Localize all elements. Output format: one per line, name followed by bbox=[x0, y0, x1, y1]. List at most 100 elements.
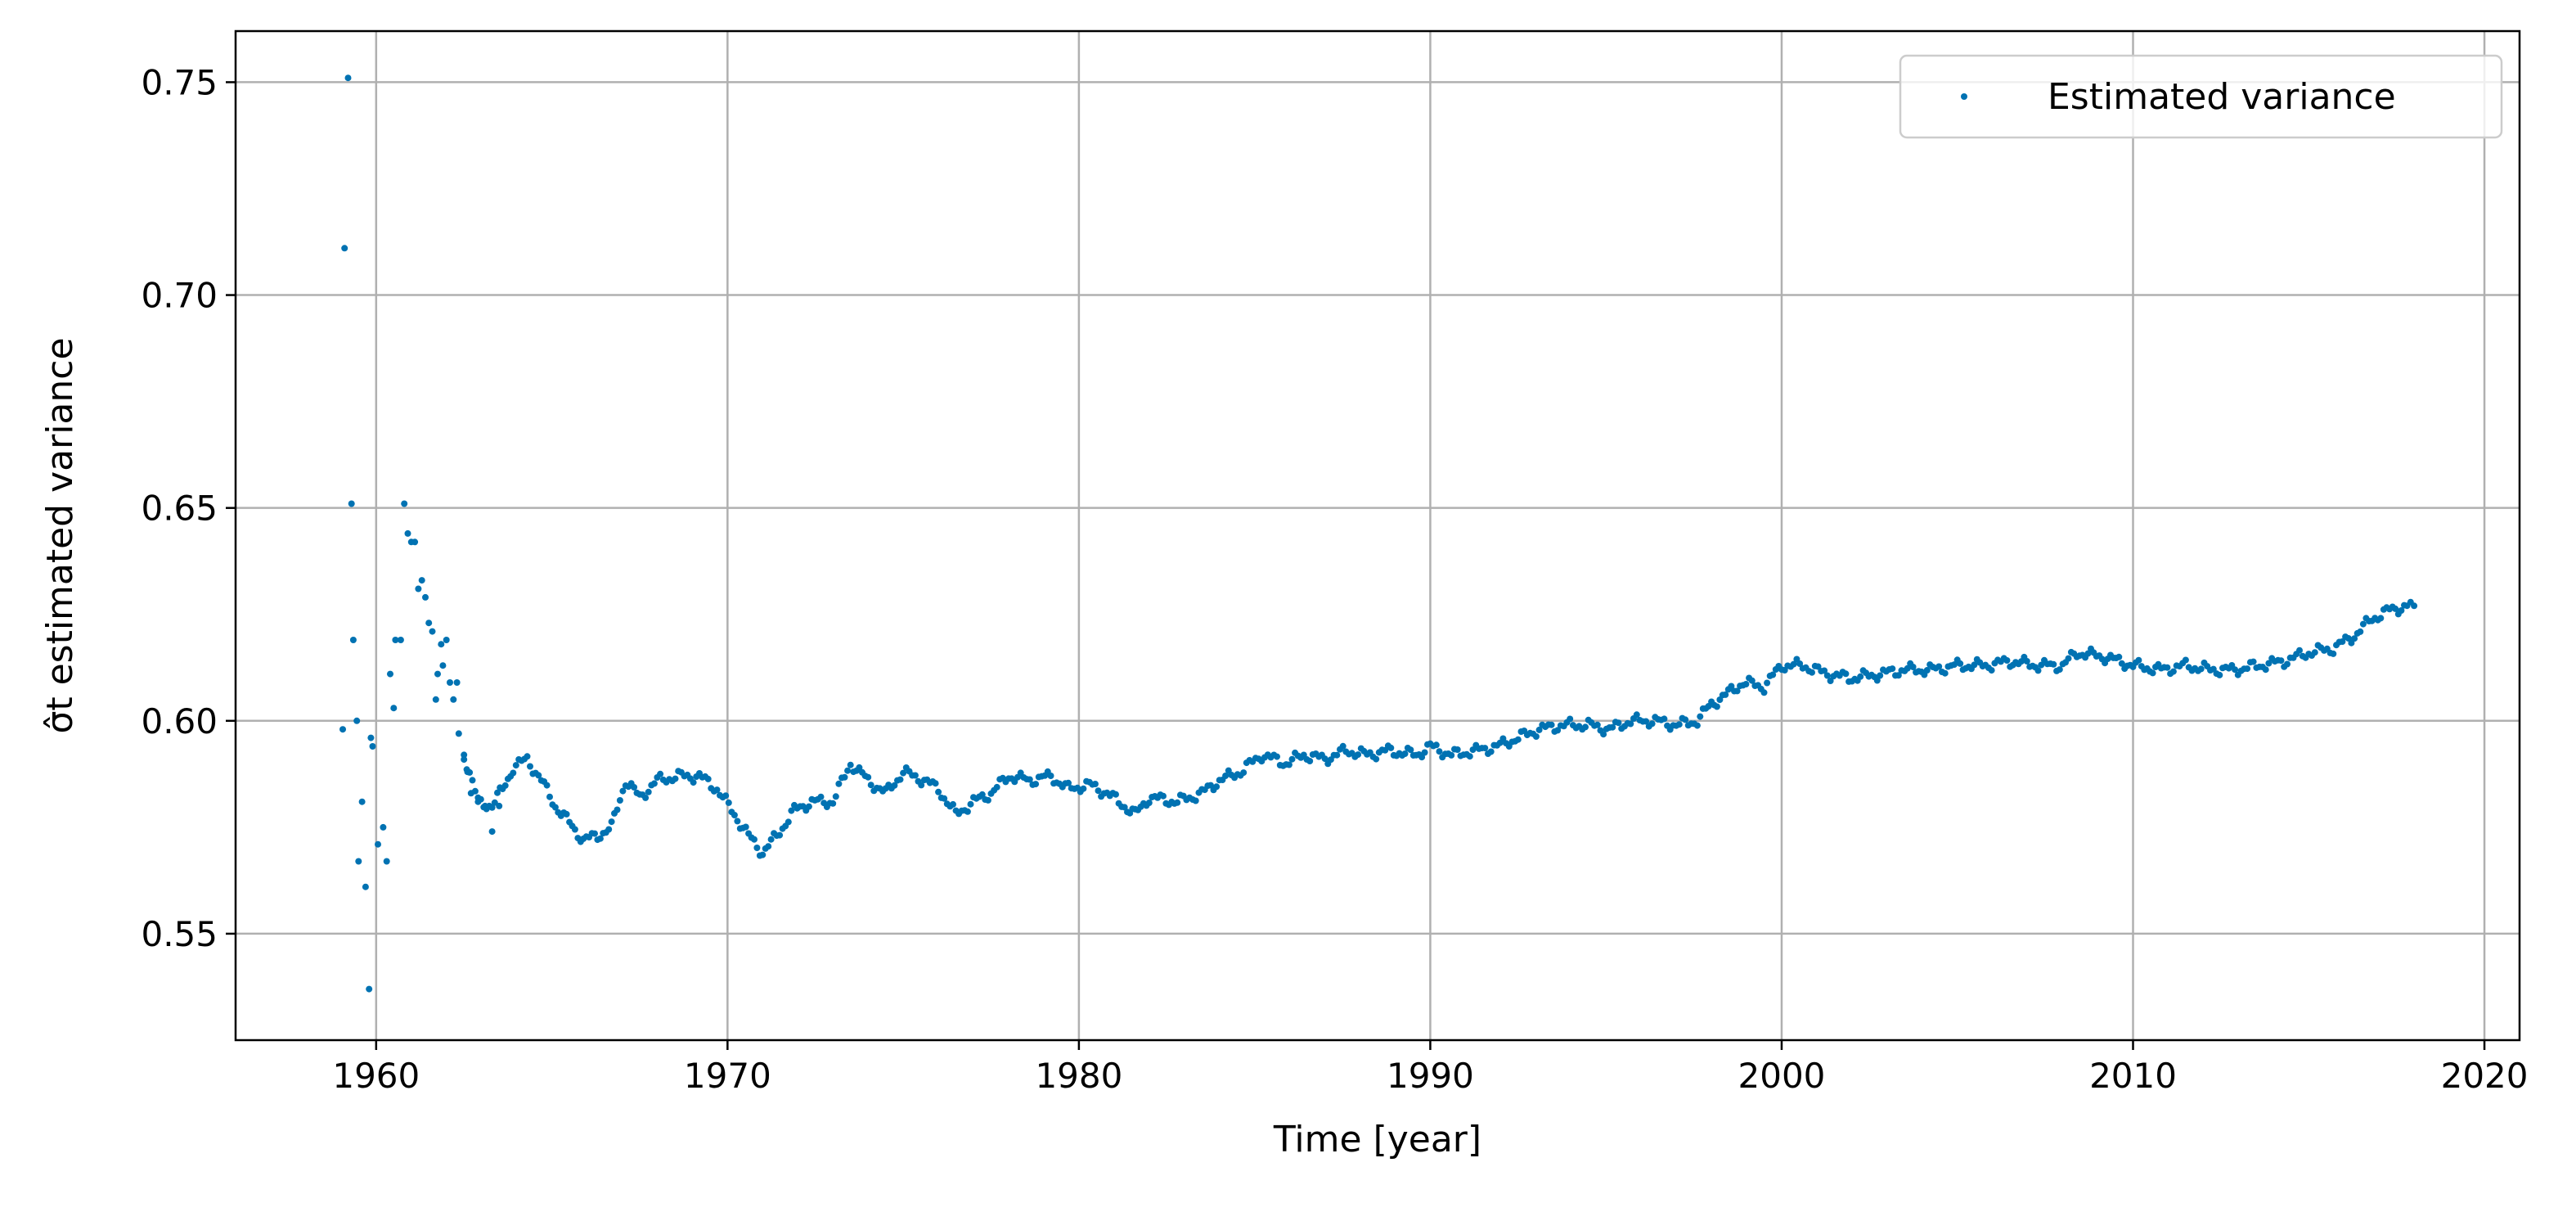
data-point bbox=[1889, 665, 1896, 673]
data-point bbox=[2023, 658, 2030, 665]
data-point bbox=[1796, 660, 1804, 667]
data-point bbox=[1535, 726, 1543, 733]
data-point bbox=[1145, 800, 1153, 806]
data-point bbox=[817, 793, 825, 800]
data-point bbox=[605, 826, 613, 833]
data-point bbox=[1339, 742, 1346, 750]
data-point bbox=[964, 808, 971, 815]
data-point bbox=[1554, 727, 1562, 734]
data-point bbox=[832, 793, 839, 800]
x-tick-label: 2020 bbox=[2441, 1056, 2529, 1096]
y-axis-ticks: 0.55 0.60 0.65 0.70 0.75 bbox=[141, 62, 236, 954]
data-point bbox=[713, 786, 721, 794]
data-point bbox=[731, 812, 738, 818]
data-point bbox=[443, 637, 450, 643]
data-point bbox=[1909, 664, 1917, 670]
data-point bbox=[1466, 753, 1473, 760]
data-point bbox=[932, 780, 939, 787]
data-point bbox=[563, 810, 570, 818]
data-point bbox=[900, 769, 907, 777]
data-point bbox=[546, 793, 553, 800]
data-point bbox=[935, 788, 942, 795]
data-point bbox=[1436, 748, 1443, 755]
data-point bbox=[596, 835, 604, 842]
data-point bbox=[784, 818, 792, 826]
data-point bbox=[1809, 669, 1815, 676]
data-point bbox=[2034, 667, 2042, 674]
data-point bbox=[358, 798, 366, 805]
data-point bbox=[496, 802, 503, 809]
data-point bbox=[1827, 678, 1834, 684]
data-point bbox=[2149, 669, 2156, 677]
data-point bbox=[461, 756, 468, 764]
data-point bbox=[369, 743, 376, 750]
data-point bbox=[759, 851, 767, 858]
data-point bbox=[767, 836, 775, 843]
data-point bbox=[450, 696, 457, 703]
data-point bbox=[1971, 661, 1978, 669]
data-point bbox=[1648, 720, 1656, 728]
data-point bbox=[2311, 649, 2318, 656]
data-point bbox=[453, 679, 461, 686]
data-point bbox=[482, 802, 488, 809]
data-point bbox=[753, 845, 761, 851]
data-point bbox=[1095, 787, 1102, 795]
data-point bbox=[2265, 660, 2273, 667]
data-point bbox=[690, 779, 697, 786]
data-point bbox=[1873, 677, 1881, 684]
data-point bbox=[1032, 781, 1040, 788]
data-point bbox=[380, 823, 387, 831]
data-point bbox=[2182, 656, 2189, 664]
data-point bbox=[434, 670, 441, 678]
data-point bbox=[1213, 783, 1221, 791]
data-point bbox=[1904, 665, 1911, 672]
data-point bbox=[1951, 661, 1958, 669]
data-point bbox=[422, 593, 429, 601]
data-point bbox=[404, 529, 411, 537]
data-point bbox=[2359, 620, 2367, 628]
data-point bbox=[867, 782, 874, 789]
data-point bbox=[776, 831, 784, 839]
data-point bbox=[2284, 660, 2291, 668]
data-point bbox=[2250, 658, 2257, 665]
data-point bbox=[2197, 665, 2205, 673]
x-axis-label: Time [year] bbox=[1273, 1119, 1481, 1160]
data-point bbox=[367, 734, 375, 741]
data-point bbox=[1661, 715, 1668, 723]
data-point bbox=[1407, 746, 1414, 754]
data-point bbox=[2169, 668, 2177, 675]
data-point bbox=[2330, 650, 2337, 657]
data-point bbox=[967, 800, 974, 808]
legend-box bbox=[1899, 54, 2503, 139]
data-point bbox=[501, 782, 509, 789]
x-tick-label: 1980 bbox=[1035, 1056, 1122, 1096]
data-point bbox=[1306, 758, 1314, 764]
data-point bbox=[1627, 720, 1634, 728]
data-points bbox=[339, 74, 2418, 993]
data-point bbox=[432, 696, 439, 703]
data-point bbox=[631, 784, 638, 791]
legend: Estimated variance bbox=[1899, 54, 2503, 139]
data-point bbox=[341, 245, 348, 252]
data-point bbox=[464, 768, 471, 776]
data-point bbox=[1548, 721, 1555, 728]
data-point bbox=[856, 764, 863, 771]
data-point bbox=[1594, 721, 1601, 728]
data-point bbox=[918, 782, 925, 789]
data-point bbox=[1448, 751, 1455, 759]
data-point bbox=[535, 772, 542, 779]
data-point bbox=[941, 795, 948, 802]
data-point bbox=[2277, 657, 2285, 665]
data-point bbox=[339, 726, 346, 733]
data-point bbox=[1760, 689, 1768, 696]
data-point bbox=[765, 843, 772, 850]
data-point bbox=[650, 780, 658, 787]
data-point bbox=[1790, 660, 1797, 668]
x-tick-label: 1970 bbox=[684, 1056, 771, 1096]
data-point bbox=[1748, 677, 1756, 684]
data-point bbox=[2377, 615, 2385, 622]
data-point bbox=[1047, 773, 1054, 779]
data-point bbox=[1387, 744, 1395, 751]
